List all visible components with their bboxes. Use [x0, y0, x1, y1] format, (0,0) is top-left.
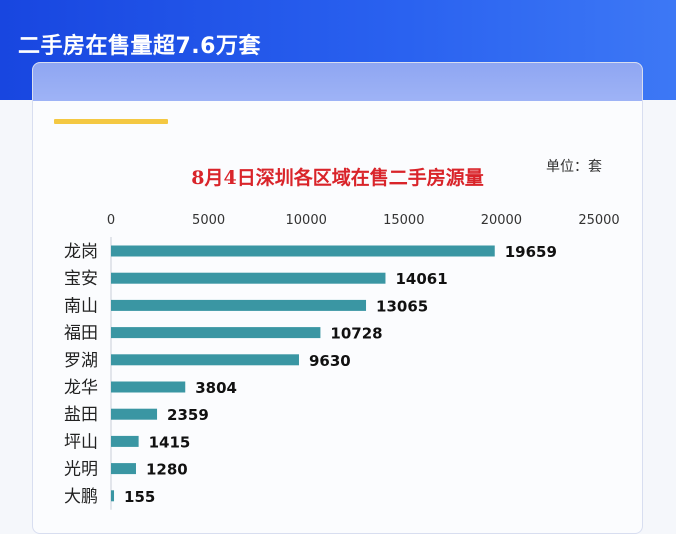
category-label: 龙华 — [64, 378, 98, 398]
category-label: 福田 — [64, 324, 98, 344]
bar — [111, 408, 158, 420]
data-label: 13065 — [376, 297, 428, 315]
bar — [111, 435, 139, 447]
category-label: 罗湖 — [64, 351, 98, 371]
x-tick-label: 15000 — [383, 213, 424, 228]
accent-line — [54, 119, 168, 124]
bar — [111, 354, 299, 366]
bar — [111, 245, 495, 257]
data-label: 155 — [124, 488, 155, 506]
x-tick-label: 0 — [107, 213, 115, 228]
x-tick-label: 10000 — [286, 213, 327, 228]
category-label: 龙岗 — [64, 242, 98, 262]
data-label: 10728 — [330, 325, 382, 343]
data-label: 2359 — [167, 406, 209, 424]
x-tick-label: 5000 — [192, 213, 225, 228]
bar — [111, 299, 367, 311]
category-label: 大鹏 — [64, 487, 98, 507]
category-label: 南山 — [64, 296, 98, 316]
data-label: 3804 — [195, 379, 237, 397]
x-tick-label: 25000 — [578, 213, 619, 228]
chart-title: 8月4日深圳各区域在售二手房源量 — [191, 167, 484, 189]
bar — [111, 327, 321, 339]
data-label: 9630 — [309, 352, 351, 370]
bar — [111, 381, 186, 393]
page-title: 二手房在售量超7.6万套 — [18, 34, 261, 59]
data-label: 14061 — [395, 270, 447, 288]
bar — [111, 272, 386, 284]
bar — [111, 490, 115, 502]
bar-chart: 0 5000 10000 15000 20000 25000 龙岗 19659 宝安 14061 南… — [64, 213, 620, 510]
chart-card: 单位：套 8月4日深圳各区域在售二手房源量 — [32, 62, 643, 534]
data-label: 1415 — [149, 433, 191, 451]
x-tick-label: 20000 — [481, 213, 522, 228]
category-label: 光明 — [64, 460, 98, 480]
unit-label: 单位：套 — [546, 159, 602, 175]
category-label: 坪山 — [64, 432, 98, 452]
data-label: 19659 — [505, 243, 557, 261]
data-label: 1280 — [146, 461, 188, 479]
bar — [111, 463, 136, 475]
category-label: 盐田 — [64, 405, 98, 425]
category-label: 宝安 — [64, 269, 98, 289]
card-header-strip — [33, 63, 642, 101]
